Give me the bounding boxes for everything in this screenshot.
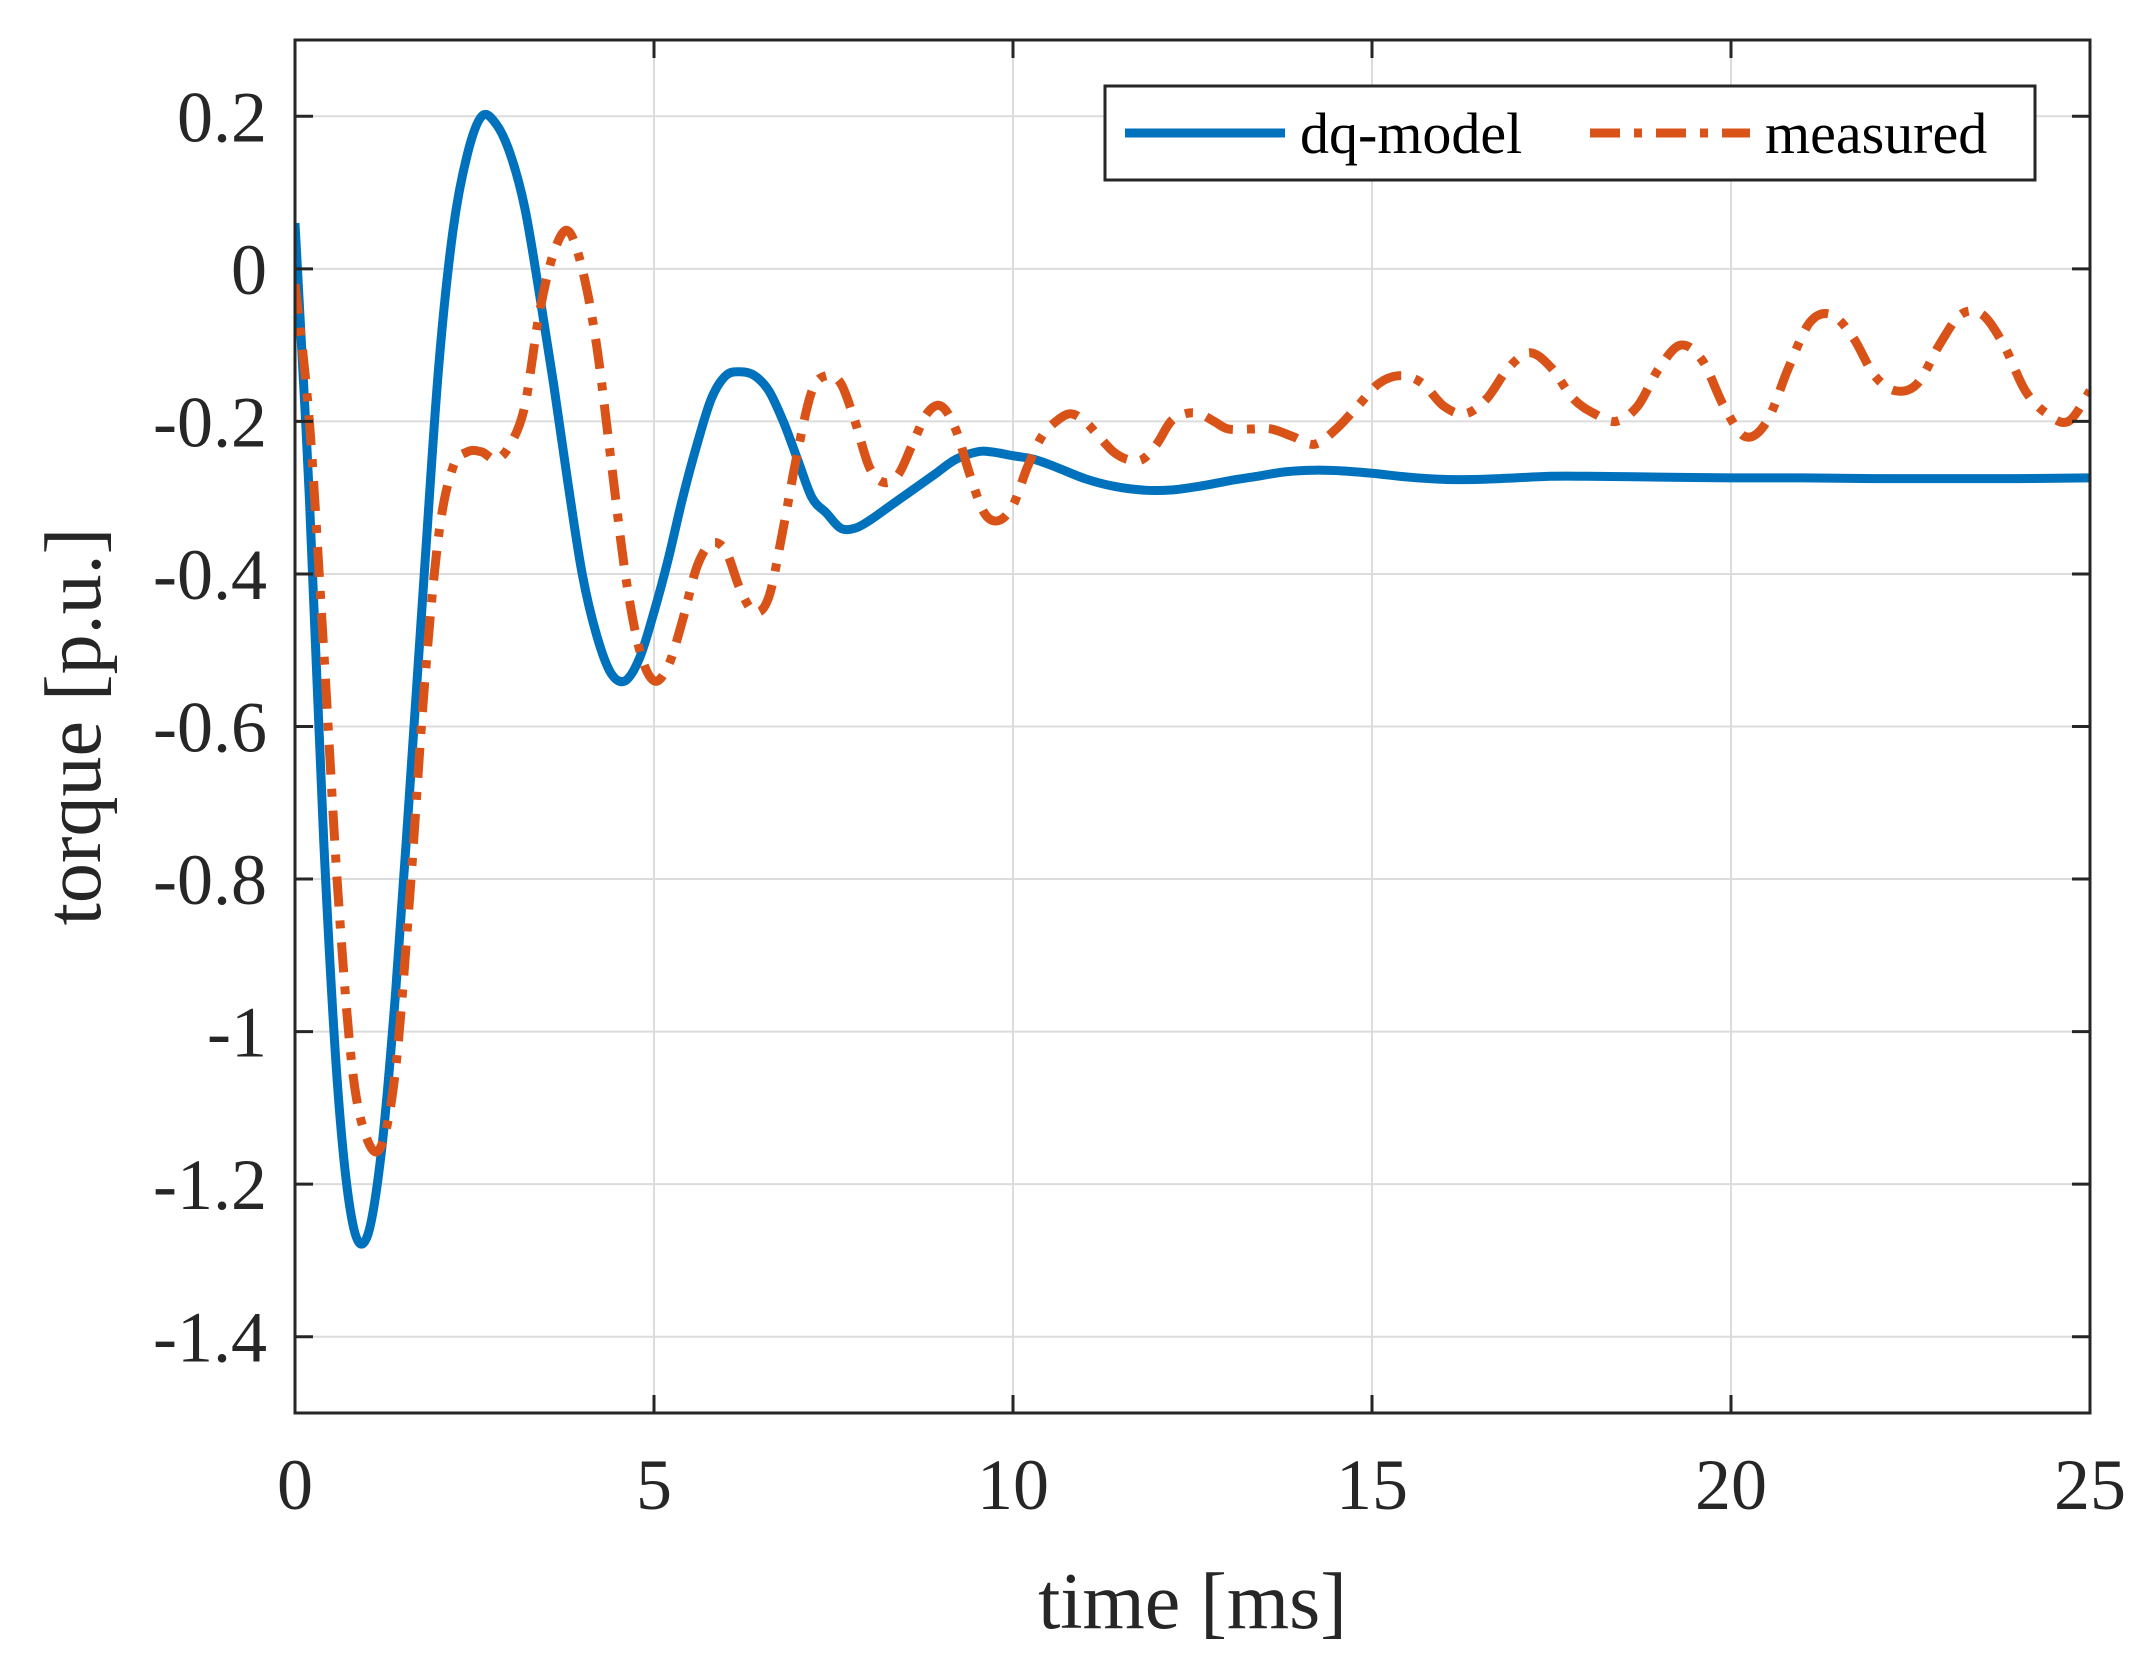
y-tick-label: 0.2 — [177, 77, 267, 157]
y-tick-label: -1 — [207, 993, 267, 1073]
x-tick-label: 5 — [636, 1445, 672, 1525]
y-tick-label: -0.6 — [153, 688, 267, 768]
axis-ticks — [293, 40, 2092, 1413]
x-tick-label: 20 — [1695, 1445, 1767, 1525]
legend-label-dq-model: dq-model — [1300, 101, 1522, 166]
grid — [294, 40, 2091, 1413]
y-tick-label: 0 — [231, 230, 267, 310]
series-line-dq-model — [295, 110, 2090, 1249]
y-axis-label: torque [p.u.] — [30, 528, 118, 926]
legend: dq-model measured — [1103, 84, 2037, 182]
series-group — [295, 110, 2090, 1249]
x-tick-label: 15 — [1336, 1445, 1408, 1525]
y-tick-label: -0.4 — [153, 535, 267, 615]
y-tick-label: -1.2 — [153, 1145, 267, 1225]
y-tick-label: -0.8 — [153, 840, 267, 920]
x-axis-label: time [ms] — [1038, 1558, 1347, 1646]
legend-label-measured: measured — [1765, 101, 1987, 166]
x-tick-label: 10 — [977, 1445, 1049, 1525]
x-tick-labels: 0 5 10 15 20 25 — [277, 1445, 2126, 1525]
x-tick-label: 25 — [2054, 1445, 2126, 1525]
y-tick-label: -1.4 — [153, 1298, 267, 1378]
y-tick-label: -0.2 — [153, 382, 267, 462]
y-tick-labels: 0.2 0 -0.2 -0.4 -0.6 -0.8 -1 -1.2 -1.4 — [153, 77, 267, 1377]
x-tick-label: 0 — [277, 1445, 313, 1525]
